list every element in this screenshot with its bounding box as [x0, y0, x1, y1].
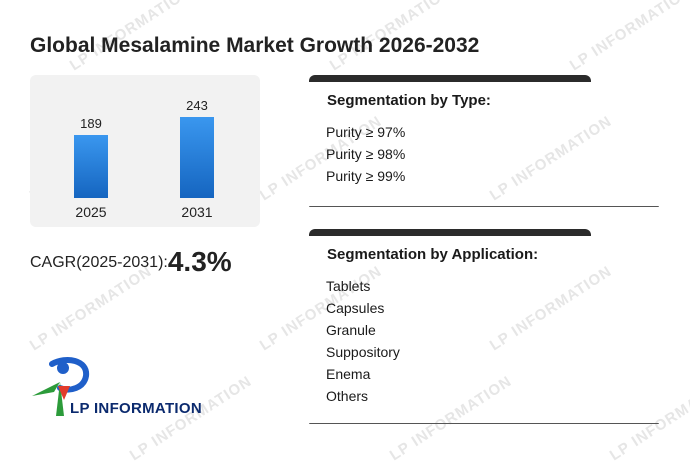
- bar-2025: [74, 135, 108, 198]
- list-item: Purity ≥ 97%: [326, 124, 406, 140]
- bar-2031: [180, 117, 214, 198]
- category-label: 2025: [75, 204, 106, 220]
- list-item: Tablets: [326, 278, 371, 294]
- page-title: Global Mesalamine Market Growth 2026-203…: [30, 34, 480, 57]
- logo-text: LP INFORMATION: [70, 400, 202, 417]
- list-item: Capsules: [326, 300, 385, 316]
- cagr-stat: CAGR(2025-2031):4.3%: [30, 246, 232, 278]
- bar-value-label: 189: [80, 116, 102, 131]
- card-divider: [309, 206, 659, 207]
- segmentation-application-title: Segmentation by Application:: [327, 246, 539, 263]
- card-header-bar: [309, 229, 591, 236]
- bar-value-label: 243: [186, 98, 208, 113]
- lp-information-logo: LP INFORMATION: [30, 356, 202, 420]
- card-header-bar: [309, 75, 591, 82]
- category-label: 2031: [181, 204, 212, 220]
- cagr-label: CAGR(2025-2031):: [30, 254, 168, 271]
- watermark-text: LP INFORMATION: [566, 0, 690, 75]
- bar-chart-svg: 189 2025 243 2031: [74, 98, 214, 220]
- list-item: Purity ≥ 98%: [326, 146, 406, 162]
- bar-chart: 189 2025 243 2031: [30, 75, 260, 227]
- segmentation-by-type-card: Segmentation by Type: Purity ≥ 97% Purit…: [309, 75, 659, 207]
- list-item: Others: [326, 388, 369, 404]
- segmentation-by-application-card: Segmentation by Application: Tablets Cap…: [309, 229, 659, 424]
- list-item: Suppository: [326, 344, 400, 360]
- cagr-value: 4.3%: [167, 246, 232, 277]
- list-item: Purity ≥ 99%: [326, 168, 406, 184]
- logo-mark-icon: [32, 357, 90, 416]
- list-item: Enema: [326, 366, 371, 382]
- segmentation-type-title: Segmentation by Type:: [327, 92, 491, 109]
- list-item: Granule: [326, 322, 376, 338]
- segmentation-application-list: Tablets Capsules Granule Suppository Ene…: [326, 275, 659, 407]
- segmentation-type-list: Purity ≥ 97% Purity ≥ 98% Purity ≥ 99%: [326, 121, 659, 187]
- card-divider: [309, 423, 659, 424]
